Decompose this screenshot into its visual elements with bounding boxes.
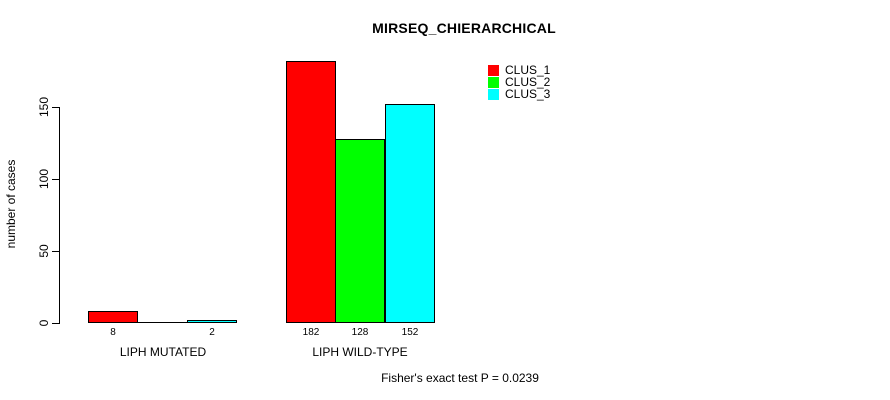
- legend-label: CLUS_1: [505, 63, 551, 77]
- bar-value-label: 152: [401, 327, 419, 338]
- bar: [385, 104, 435, 323]
- bar-value-label: 128: [351, 327, 369, 338]
- y-tick-label: 100: [37, 168, 51, 190]
- legend-item: CLUS_1: [488, 64, 550, 76]
- y-tick: [52, 107, 59, 108]
- legend-item: CLUS_3: [488, 88, 550, 100]
- x-category-label: LIPH WILD-TYPE: [312, 345, 408, 359]
- y-tick: [52, 251, 59, 252]
- bar-value-label: 182: [302, 327, 320, 338]
- y-tick-label: 50: [37, 244, 51, 258]
- bar-value-label: 8: [110, 327, 116, 338]
- legend-swatch: [488, 76, 499, 88]
- x-category-label: LIPH MUTATED: [119, 345, 207, 359]
- bar: [88, 311, 138, 323]
- y-axis-label: number of cases: [4, 159, 18, 249]
- y-axis-line: [59, 107, 60, 324]
- legend-swatch: [488, 88, 499, 100]
- y-tick-label: 0: [37, 319, 51, 327]
- y-tick-label: 150: [37, 96, 51, 118]
- legend-swatch: [488, 64, 499, 76]
- legend-item: CLUS_2: [488, 76, 550, 88]
- chart-title: MIRSEQ_CHIERARCHICAL: [372, 20, 556, 36]
- bar-value-label: 2: [209, 327, 215, 338]
- bar: [286, 61, 336, 323]
- y-tick: [52, 323, 59, 324]
- legend-label: CLUS_2: [505, 75, 551, 89]
- legend: CLUS_1 CLUS_2 CLUS_3: [488, 64, 550, 100]
- bar-zero-height: [138, 322, 188, 323]
- y-tick: [52, 179, 59, 180]
- bar: [335, 139, 385, 323]
- bar: [187, 320, 237, 323]
- legend-label: CLUS_3: [505, 87, 551, 101]
- stat-annotation: Fisher's exact test P = 0.0239: [381, 371, 539, 385]
